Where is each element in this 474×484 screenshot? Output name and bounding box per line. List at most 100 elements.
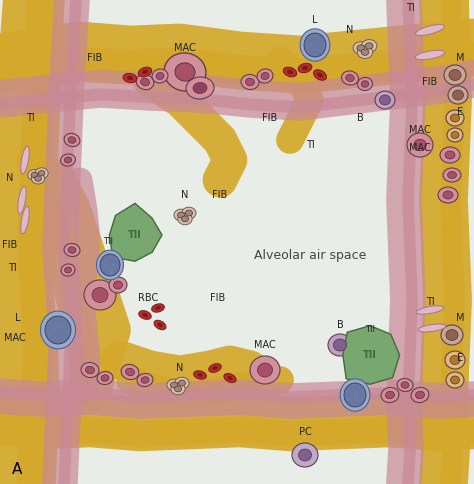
Ellipse shape: [283, 67, 297, 77]
Ellipse shape: [84, 280, 116, 310]
Ellipse shape: [257, 363, 273, 377]
Ellipse shape: [450, 356, 460, 364]
Ellipse shape: [152, 69, 168, 83]
Text: TII: TII: [365, 326, 375, 334]
Ellipse shape: [174, 209, 188, 221]
Ellipse shape: [123, 74, 137, 83]
Ellipse shape: [209, 363, 221, 372]
Ellipse shape: [416, 306, 444, 314]
Ellipse shape: [449, 70, 461, 80]
Polygon shape: [109, 203, 162, 261]
Ellipse shape: [287, 70, 293, 74]
Ellipse shape: [353, 42, 368, 54]
Ellipse shape: [100, 254, 120, 276]
Ellipse shape: [35, 168, 48, 179]
Ellipse shape: [197, 373, 203, 377]
Ellipse shape: [97, 371, 113, 384]
Ellipse shape: [310, 44, 312, 46]
Ellipse shape: [250, 356, 280, 384]
Ellipse shape: [313, 48, 315, 50]
Text: A: A: [12, 463, 22, 478]
Text: MAC: MAC: [174, 43, 196, 53]
Ellipse shape: [447, 128, 463, 142]
Ellipse shape: [105, 265, 107, 267]
Ellipse shape: [385, 391, 394, 399]
Ellipse shape: [444, 65, 466, 85]
Ellipse shape: [451, 132, 459, 138]
Ellipse shape: [304, 33, 326, 57]
Ellipse shape: [126, 368, 135, 376]
Ellipse shape: [357, 77, 373, 91]
Text: TI: TI: [8, 263, 17, 273]
Ellipse shape: [347, 398, 349, 400]
Ellipse shape: [445, 351, 465, 369]
Ellipse shape: [45, 316, 71, 344]
Ellipse shape: [141, 377, 149, 383]
Ellipse shape: [64, 267, 72, 273]
Ellipse shape: [167, 379, 181, 391]
Ellipse shape: [58, 324, 61, 326]
Ellipse shape: [156, 73, 164, 79]
Ellipse shape: [104, 264, 106, 266]
Ellipse shape: [68, 247, 76, 253]
Ellipse shape: [38, 170, 45, 176]
Ellipse shape: [414, 139, 426, 151]
Text: FIB: FIB: [210, 293, 226, 303]
Ellipse shape: [97, 250, 124, 280]
Ellipse shape: [418, 324, 446, 332]
Ellipse shape: [127, 76, 133, 80]
Text: M: M: [456, 313, 464, 323]
Ellipse shape: [415, 50, 445, 60]
Ellipse shape: [174, 386, 182, 392]
Ellipse shape: [112, 263, 114, 265]
Ellipse shape: [28, 169, 41, 181]
Ellipse shape: [401, 382, 409, 388]
Text: L: L: [15, 313, 21, 323]
Text: FIB: FIB: [2, 240, 18, 250]
Ellipse shape: [443, 168, 461, 182]
Ellipse shape: [446, 110, 464, 126]
Ellipse shape: [365, 43, 373, 49]
Ellipse shape: [257, 69, 273, 83]
Ellipse shape: [142, 70, 148, 74]
Ellipse shape: [85, 366, 94, 374]
Ellipse shape: [261, 73, 269, 79]
Ellipse shape: [317, 50, 319, 52]
Ellipse shape: [92, 287, 108, 302]
Ellipse shape: [357, 45, 365, 51]
Ellipse shape: [411, 387, 429, 403]
Ellipse shape: [447, 171, 456, 179]
Text: TI: TI: [406, 3, 414, 13]
Ellipse shape: [178, 212, 185, 218]
Text: TII: TII: [103, 238, 113, 246]
Text: L: L: [312, 15, 318, 25]
Text: TII: TII: [128, 230, 142, 240]
Ellipse shape: [340, 379, 370, 411]
Ellipse shape: [113, 281, 122, 289]
Ellipse shape: [357, 46, 373, 59]
Text: FIB: FIB: [422, 77, 438, 87]
Ellipse shape: [300, 29, 330, 61]
Ellipse shape: [185, 210, 192, 216]
Ellipse shape: [299, 449, 311, 461]
Ellipse shape: [375, 91, 395, 109]
Text: B: B: [356, 113, 364, 123]
Ellipse shape: [61, 264, 75, 276]
Text: RBC: RBC: [138, 293, 158, 303]
Ellipse shape: [54, 336, 56, 339]
Ellipse shape: [361, 81, 369, 87]
Ellipse shape: [307, 49, 309, 51]
Ellipse shape: [157, 323, 163, 327]
Text: N: N: [346, 25, 354, 35]
Ellipse shape: [416, 25, 445, 35]
Ellipse shape: [416, 391, 425, 399]
Text: MAC: MAC: [409, 125, 431, 135]
Ellipse shape: [346, 390, 348, 393]
Ellipse shape: [64, 243, 80, 257]
Ellipse shape: [438, 187, 458, 203]
Ellipse shape: [346, 75, 354, 81]
Text: TII: TII: [363, 350, 377, 360]
Ellipse shape: [60, 326, 62, 328]
Ellipse shape: [21, 206, 29, 234]
Ellipse shape: [446, 330, 458, 341]
